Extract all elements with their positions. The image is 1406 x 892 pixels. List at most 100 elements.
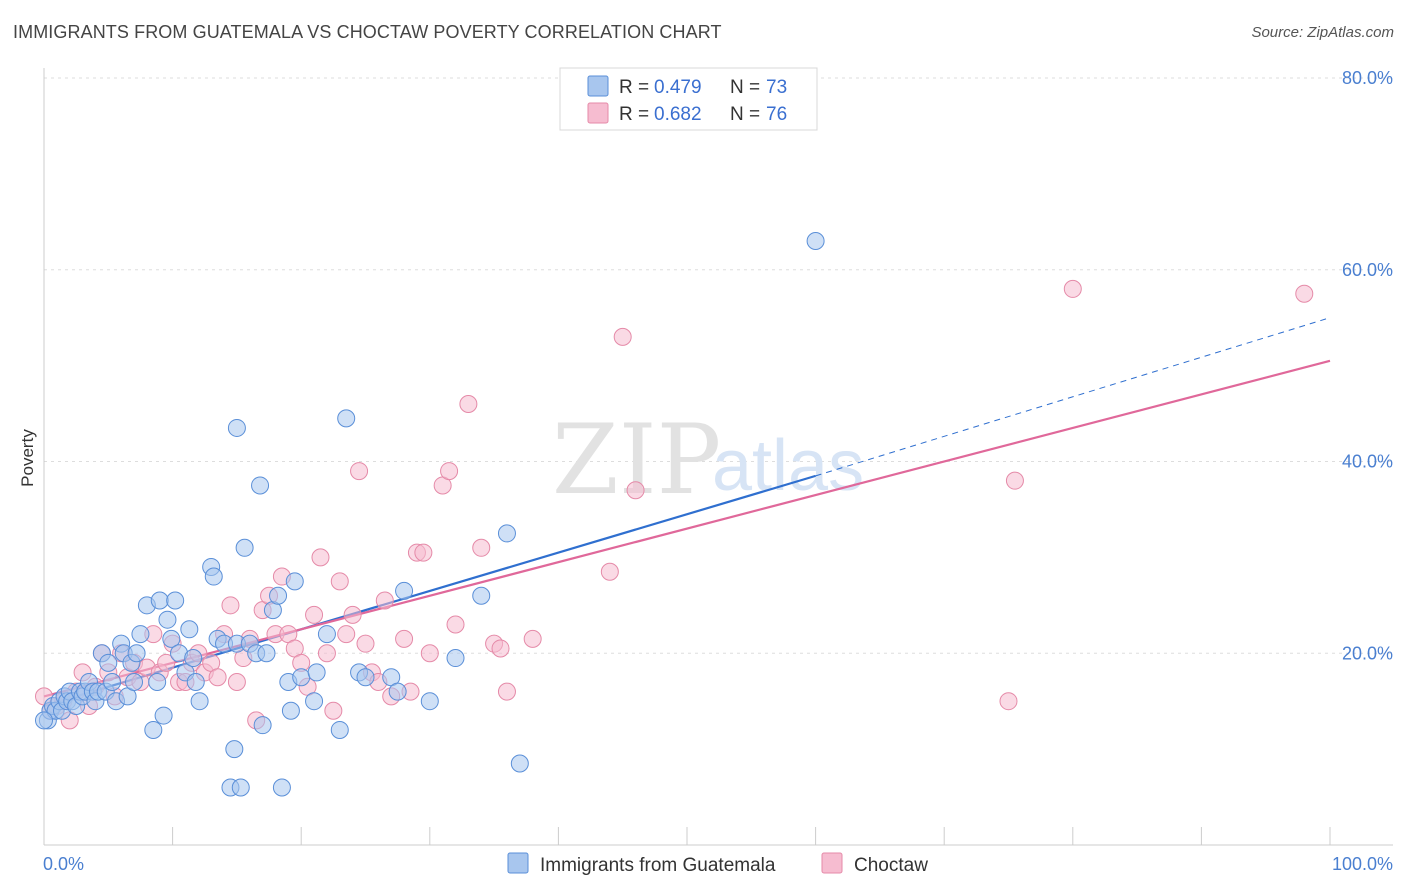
choctaw-point [324,701,343,720]
y-tick-label: 60.0% [1342,260,1393,280]
guatemala-points [35,231,825,797]
guatemala-point [253,716,272,735]
choctaw-point [999,692,1018,711]
legend-r-label: R = [619,104,649,125]
axes [43,68,1393,846]
guatemala-point [269,586,288,605]
guatemala-point [446,649,465,668]
guatemala-point [225,740,244,759]
choctaw-point [350,462,369,481]
choctaw-point [420,644,439,663]
guatemala-point [337,409,356,428]
choctaw-point [440,462,459,481]
choctaw-point [311,548,330,567]
choctaw-point [472,538,491,557]
guatemala-point [317,625,336,644]
guatemala-point [158,610,177,629]
choctaw-point [600,562,619,581]
series-swatch-choctaw [821,852,843,874]
guatemala-point [35,711,53,730]
choctaw-point [459,394,478,413]
choctaw-point [446,615,465,634]
choctaw-point [343,605,362,624]
guatemala-point [154,706,173,725]
choctaw-point [208,668,227,687]
choctaw-point [221,596,240,615]
choctaw-point [523,629,542,648]
guatemala-point [285,572,304,591]
guatemala-point [180,620,199,639]
choctaw-point [1005,471,1024,490]
guatemala-point [231,778,250,797]
guatemala-point [235,538,254,557]
legend-swatch-pink [587,102,609,124]
series-label-choctaw: Choctaw [854,855,928,876]
guatemala-point [292,668,311,687]
grid-lines [44,77,1393,654]
choctaw-point [626,481,645,500]
choctaw-point [375,591,394,610]
guatemala-point [395,581,414,600]
guatemala-point [144,720,163,739]
choctaw-point [317,644,336,663]
choctaw-point [414,543,433,562]
guatemala-point [184,649,203,668]
guatemala-point [125,673,144,692]
y-tick-label: 20.0% [1342,643,1393,663]
x-tick-label-min: 0.0% [43,854,84,874]
legend-r-label: R = [619,77,649,98]
choctaw-point [227,673,246,692]
series-swatch-guatemala [507,852,529,874]
guatemala-point [148,673,167,692]
choctaw-point [305,605,324,624]
legend-n-value: 73 [766,77,787,98]
y-tick-label: 40.0% [1342,452,1393,472]
y-axis-label: Poverty [18,429,37,487]
series-legend: Immigrants from Guatemala Choctaw [507,852,928,876]
chart-title: IMMIGRANTS FROM GUATEMALA VS CHOCTAW POV… [13,22,722,42]
guatemala-point [131,625,150,644]
correlation-legend: R = 0.479 N = 73 R = 0.682 N = 76 [559,67,818,131]
choctaw-point [337,625,356,644]
guatemala-point [150,591,169,610]
guatemala-point [99,653,118,672]
guatemala-point [162,629,181,648]
legend-r-value: 0.682 [654,104,702,125]
guatemala-point [251,476,270,495]
guatemala-trend-extension [815,317,1331,477]
guatemala-point [272,778,291,797]
choctaw-point [395,629,414,648]
y-tick-label: 80.0% [1342,68,1393,88]
legend-r-value: 0.479 [654,77,702,98]
guatemala-point [420,692,439,711]
guatemala-point [186,673,205,692]
choctaw-point [613,327,632,346]
guatemala-point [388,682,407,701]
legend-n-label: N = [730,77,760,98]
guatemala-point [307,663,326,682]
guatemala-point [257,644,276,663]
guatemala-point [356,668,375,687]
guatemala-point [806,231,825,250]
guatemala-point [510,754,529,773]
choctaw-point [1295,284,1314,303]
choctaw-point [330,572,349,591]
choctaw-point [1063,279,1082,298]
guatemala-point [497,524,516,543]
guatemala-point [281,701,300,720]
legend-n-label: N = [730,104,760,125]
guatemala-point [227,418,246,437]
choctaw-point [491,639,510,658]
guatemala-point [127,644,146,663]
guatemala-point [103,673,122,692]
guatemala-point [305,692,324,711]
choctaw-point [157,653,176,672]
guatemala-point [204,567,223,586]
series-label-guatemala: Immigrants from Guatemala [540,855,776,876]
guatemala-point [190,692,209,711]
legend-swatch-blue [587,75,609,97]
guatemala-point [472,586,491,605]
legend-n-value: 76 [766,104,787,125]
choctaw-point [356,634,375,653]
